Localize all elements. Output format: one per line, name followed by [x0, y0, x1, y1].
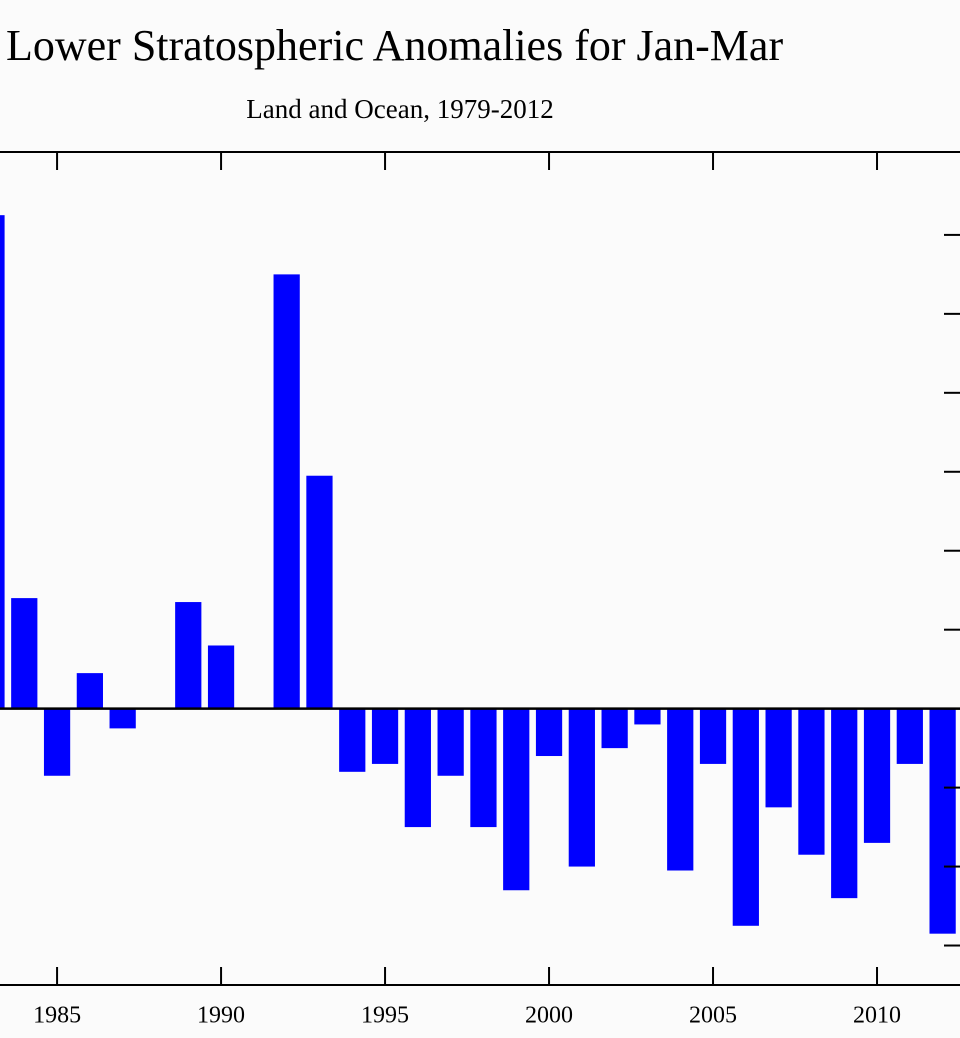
bar [732, 708, 759, 926]
x-tick-label: 2010 [853, 1003, 901, 1029]
bar [109, 708, 136, 729]
x-tick-label: 2005 [689, 1003, 737, 1029]
bar [175, 602, 202, 709]
bar [667, 708, 694, 871]
bar [0, 215, 5, 709]
x-tick-label: 1990 [197, 1003, 245, 1029]
bar [339, 708, 366, 772]
bar [896, 708, 923, 764]
bar [11, 598, 38, 709]
bar [634, 708, 661, 725]
chart-title: Lower Stratospheric Anomalies for Jan-Ma… [6, 21, 783, 70]
bar [503, 708, 530, 891]
bar [470, 708, 497, 828]
bar [831, 708, 858, 899]
bar [601, 708, 628, 749]
bar [699, 708, 727, 764]
bar [929, 708, 956, 934]
bar [43, 708, 71, 776]
x-tick-label: 1985 [33, 1003, 81, 1029]
bar [273, 274, 300, 709]
bar [798, 708, 825, 855]
bar [76, 673, 103, 709]
x-tick-label: 2000 [525, 1003, 573, 1029]
bar [765, 708, 792, 808]
bars [0, 215, 956, 934]
bar [207, 645, 235, 709]
bar [863, 708, 891, 843]
bar [535, 708, 563, 757]
chart-subtitle: Land and Ocean, 1979-2012 [246, 94, 553, 124]
bar [568, 708, 595, 867]
x-tick-label: 1995 [361, 1003, 409, 1029]
bar [306, 475, 333, 709]
bar [371, 708, 399, 764]
bar [404, 708, 431, 828]
bar [437, 708, 464, 776]
